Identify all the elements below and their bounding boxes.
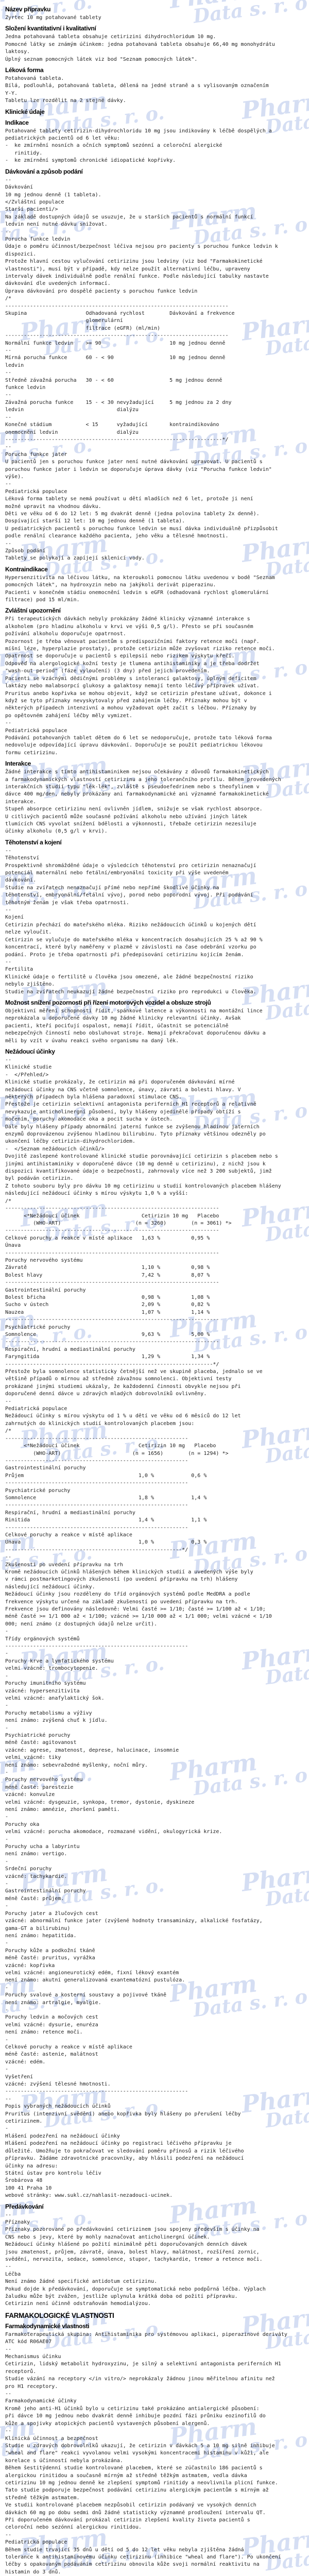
- section-heading: Složení kvantitativní i kvalitativní: [5, 25, 96, 32]
- body-text: -- Těhotenství Prospektivně shromážděné …: [5, 848, 263, 995]
- section-heading: Těhotenství a kojení: [5, 838, 62, 846]
- body-text: Farmakoterapeutická skupina: Antihistami…: [5, 2331, 287, 2575]
- body-text: Potahovaná tableta. Bílá, podlouhlá, pot…: [5, 76, 269, 104]
- body-text: Potahované tablety cetirizin-dihydrochlo…: [5, 128, 272, 164]
- section-heading: Název přípravku: [5, 6, 51, 13]
- section-heading: Možnost snížení pozornosti při řízení mo…: [5, 998, 211, 1006]
- section-heading: Léková forma: [5, 66, 44, 74]
- section-heading: Předávkování: [5, 2202, 44, 2210]
- body-text: Při terapeutických dávkách nebyly prokáz…: [5, 616, 275, 756]
- section-heading: FARMAKOLOGICKÉ VLASTNOSTI: [5, 2311, 114, 2319]
- section-heading: Zvláštní upozornění: [5, 607, 61, 615]
- body-text: -- Dávkování 10 mg jednou denně (1 table…: [5, 177, 278, 562]
- body-text: Žádné interakce s tímto antihistaminikem…: [5, 769, 281, 835]
- section-heading: Interakce: [5, 760, 31, 768]
- section-heading: Kontraindikace: [5, 565, 48, 573]
- section-heading: Indikace: [5, 118, 29, 126]
- section-heading: Dávkování a způsob podání: [5, 167, 83, 175]
- body-text: -- Klinické studie - </Přehled/> Klinick…: [5, 1057, 281, 2199]
- body-text: Zyrtec 10 mg potahované tablety: [5, 15, 101, 21]
- body-text: Jedna potahovaná tableta obsahuje cetiri…: [5, 34, 275, 62]
- section-heading: Farmakodynamické vlastnosti: [5, 2322, 90, 2330]
- section-heading: Nežádoucí účinky: [5, 1047, 55, 1055]
- body-text: Objektivní měření schopnosti řídit, spán…: [5, 1008, 266, 1044]
- section-heading: Klinické údaje: [5, 108, 45, 115]
- body-text: -- Příznaky Příznaky pozorované po předá…: [5, 2212, 266, 2307]
- body-text: Hypersenzitivita na léčivou látku, na kt…: [5, 574, 275, 603]
